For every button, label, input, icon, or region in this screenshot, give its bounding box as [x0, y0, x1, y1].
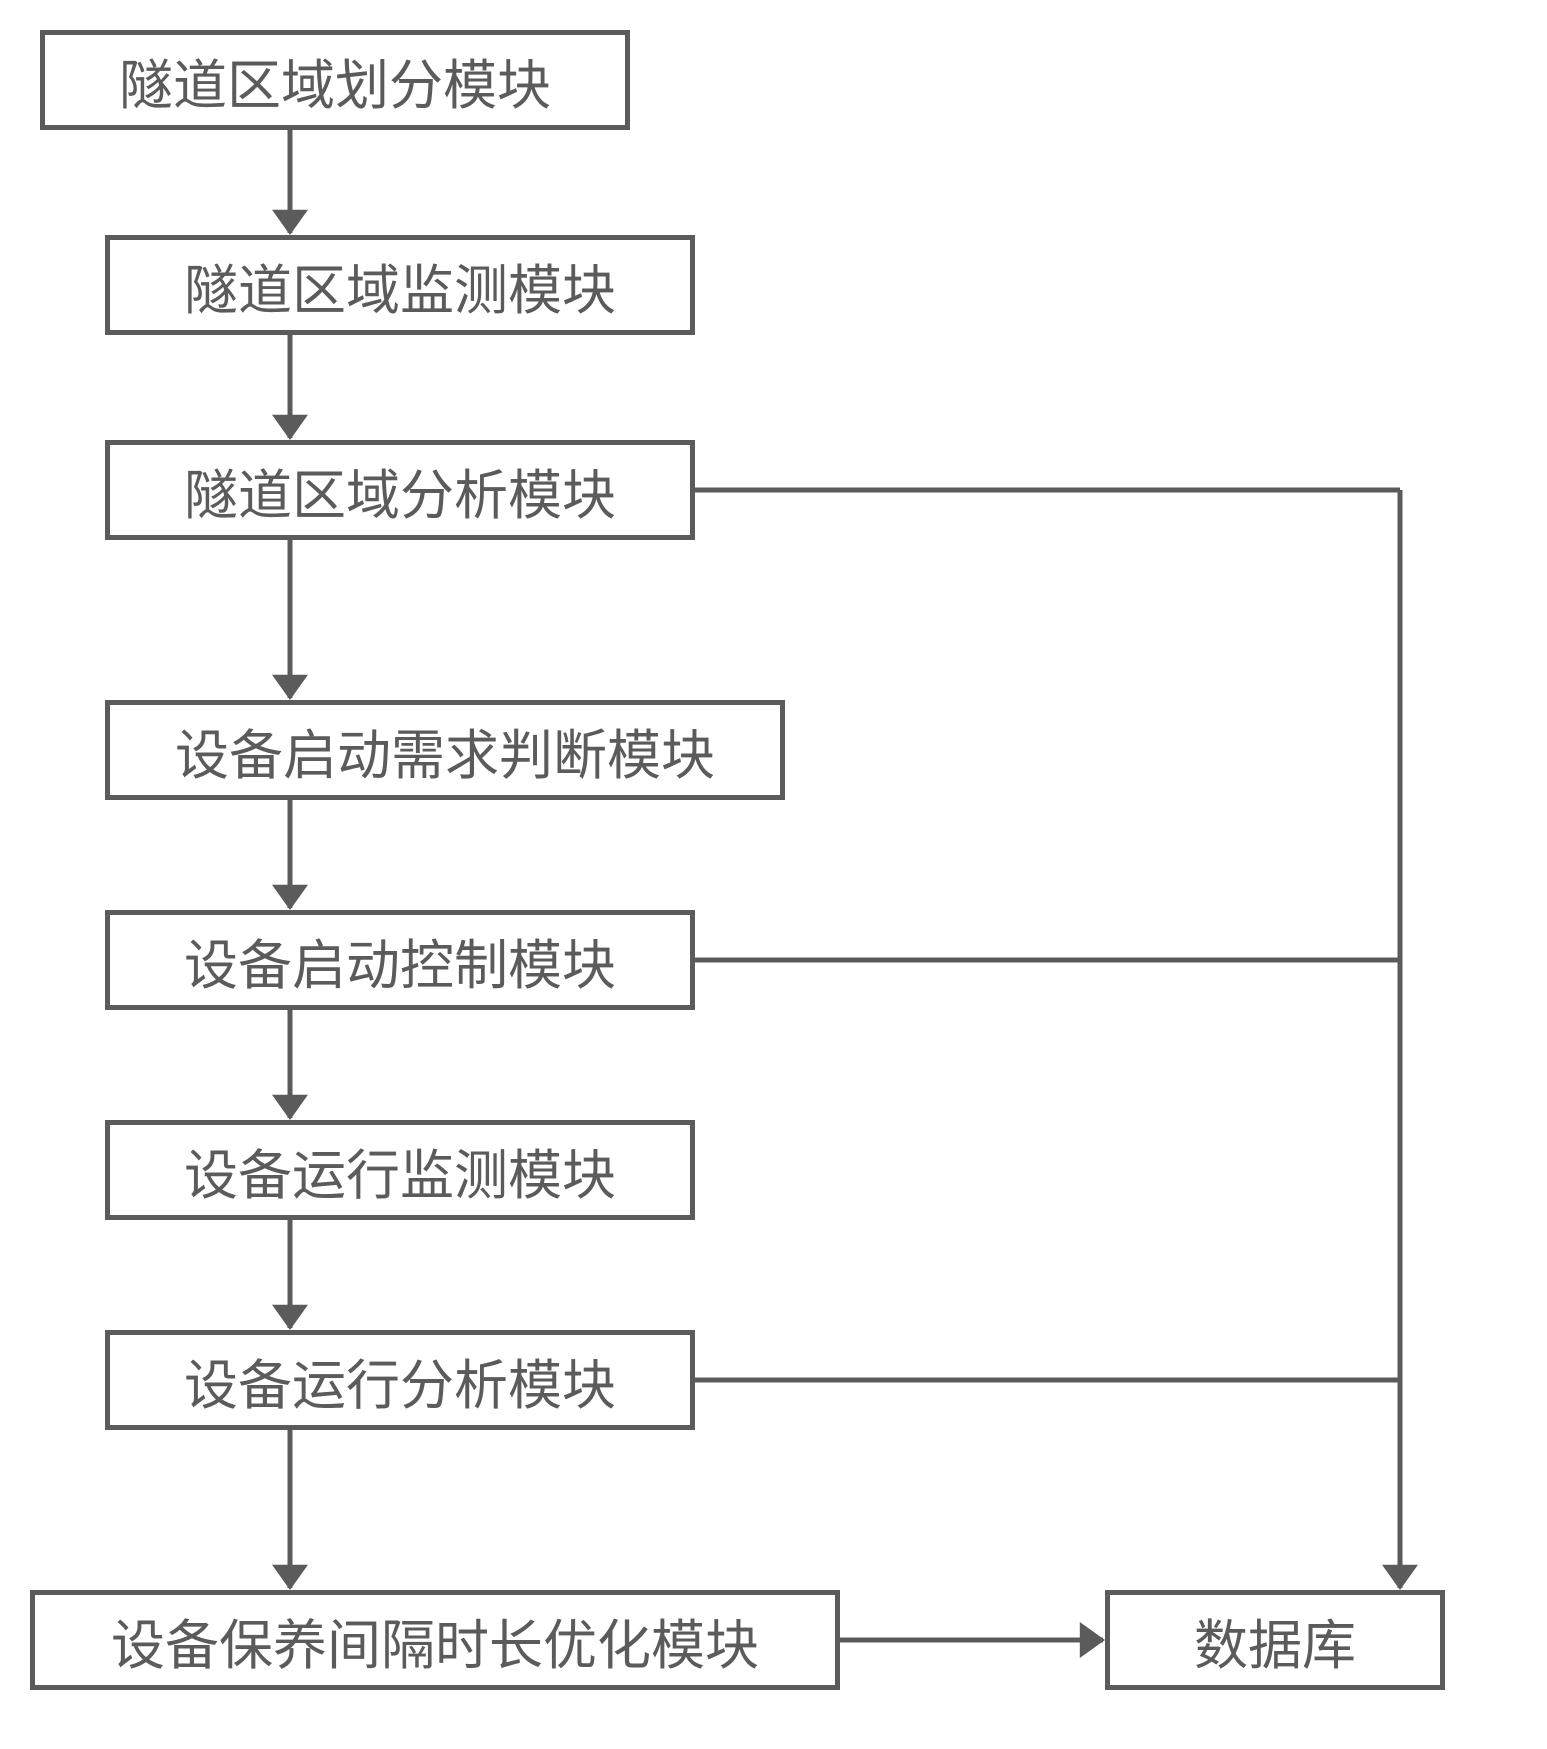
flowchart-node-label: 设备启动控制模块 — [184, 921, 616, 1000]
flowchart-node-n5: 设备启动控制模块 — [105, 910, 695, 1010]
flowchart-node-label: 设备保养间隔时长优化模块 — [111, 1601, 759, 1680]
flowchart-node-label: 隧道区域划分模块 — [119, 41, 551, 120]
flowchart-node-label: 设备启动需求判断模块 — [175, 711, 715, 790]
flowchart-node-n4: 设备启动需求判断模块 — [105, 700, 785, 800]
flowchart-node-n9: 数据库 — [1105, 1590, 1445, 1690]
flowchart-node-label: 设备运行监测模块 — [184, 1131, 616, 1210]
flowchart-node-n3: 隧道区域分析模块 — [105, 440, 695, 540]
flowchart-node-n7: 设备运行分析模块 — [105, 1330, 695, 1430]
flowchart-node-n6: 设备运行监测模块 — [105, 1120, 695, 1220]
flowchart-node-label: 设备运行分析模块 — [184, 1341, 616, 1420]
flowchart-node-label: 隧道区域分析模块 — [184, 451, 616, 530]
flowchart-node-label: 数据库 — [1194, 1601, 1356, 1680]
flowchart-node-label: 隧道区域监测模块 — [184, 246, 616, 325]
flowchart-node-n1: 隧道区域划分模块 — [40, 30, 630, 130]
flowchart-node-n8: 设备保养间隔时长优化模块 — [30, 1590, 840, 1690]
flowchart-node-n2: 隧道区域监测模块 — [105, 235, 695, 335]
